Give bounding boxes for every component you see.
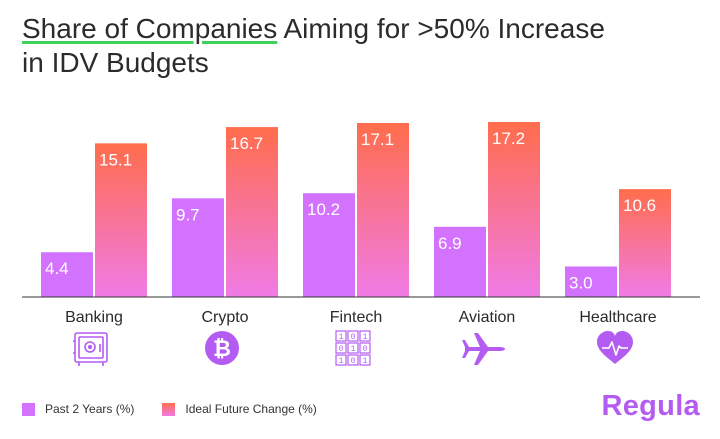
bar-future-healthcare: [619, 189, 671, 297]
airplane-icon: [462, 333, 505, 365]
bar-future-fintech: [357, 123, 409, 297]
svg-text:0: 0: [351, 357, 356, 366]
svg-text:0: 0: [351, 333, 356, 342]
category-label-banking: Banking: [65, 309, 123, 326]
svg-text:0: 0: [339, 345, 344, 354]
bar-future-crypto: [226, 127, 278, 297]
bar-past-fintech: [303, 193, 355, 297]
bar-value-label: 16.7: [230, 134, 263, 153]
bitcoin-icon: ₿: [205, 331, 239, 365]
legend-swatch-past: [22, 402, 35, 416]
regula-logo: Regula: [601, 390, 700, 422]
bar-value-label: 10.2: [307, 200, 340, 219]
safe-icon: [73, 332, 108, 366]
bar-future-aviation: [488, 122, 540, 297]
svg-text:1: 1: [339, 357, 344, 366]
bar-chart: 4.4 15.1 9.7 16.7 10.2 17.1 6.9 17.2 3.0 10.6 Ban…: [22, 122, 700, 366]
svg-text:1: 1: [339, 333, 344, 342]
chart-title-highlight: Share of Companies: [22, 13, 278, 44]
bar-value-label: 6.9: [438, 234, 462, 253]
legend-label-past: Past 2 Years (%): [45, 402, 135, 416]
bar-value-label: 4.4: [45, 259, 69, 278]
bar-value-label: 15.1: [99, 150, 132, 169]
legend-label-future: Ideal Future Change (%): [185, 402, 317, 416]
heart-pulse-icon: [597, 331, 633, 364]
category-label-aviation: Aviation: [459, 309, 516, 326]
bar-past-banking: [41, 252, 93, 297]
bar-past-crypto: [172, 198, 224, 297]
bar-value-label: 10.6: [623, 196, 656, 215]
bar-value-label: 9.7: [176, 205, 200, 224]
legend-item-future: Ideal Future Change (%): [162, 402, 317, 416]
bar-past-aviation: [434, 226, 486, 297]
bar-future-banking: [95, 143, 147, 297]
category-label-crypto: Crypto: [201, 309, 248, 326]
chart-legend: Past 2 Years (%) Ideal Future Change (%): [22, 402, 345, 416]
category-label-fintech: Fintech: [330, 309, 382, 326]
svg-text:1: 1: [363, 333, 368, 342]
bar-value-label: 17.1: [361, 130, 394, 149]
svg-text:1: 1: [363, 357, 368, 366]
legend-swatch-future: [162, 402, 176, 416]
legend-item-past: Past 2 Years (%): [22, 402, 134, 416]
bar-value-label: 3.0: [569, 273, 593, 292]
chart-title: Share of Companies Aiming for >50% Incre…: [22, 12, 605, 80]
svg-text:0: 0: [363, 345, 368, 354]
chart-title-line2: in IDV Budgets: [22, 47, 209, 78]
svg-text:₿: ₿: [213, 336, 231, 361]
bar-past-healthcare: [565, 266, 617, 297]
category-label-healthcare: Healthcare: [579, 309, 656, 326]
chart-title-rest: Aiming for >50% Increase: [277, 13, 605, 44]
svg-text:1: 1: [351, 345, 356, 354]
bar-value-label: 17.2: [492, 129, 525, 148]
